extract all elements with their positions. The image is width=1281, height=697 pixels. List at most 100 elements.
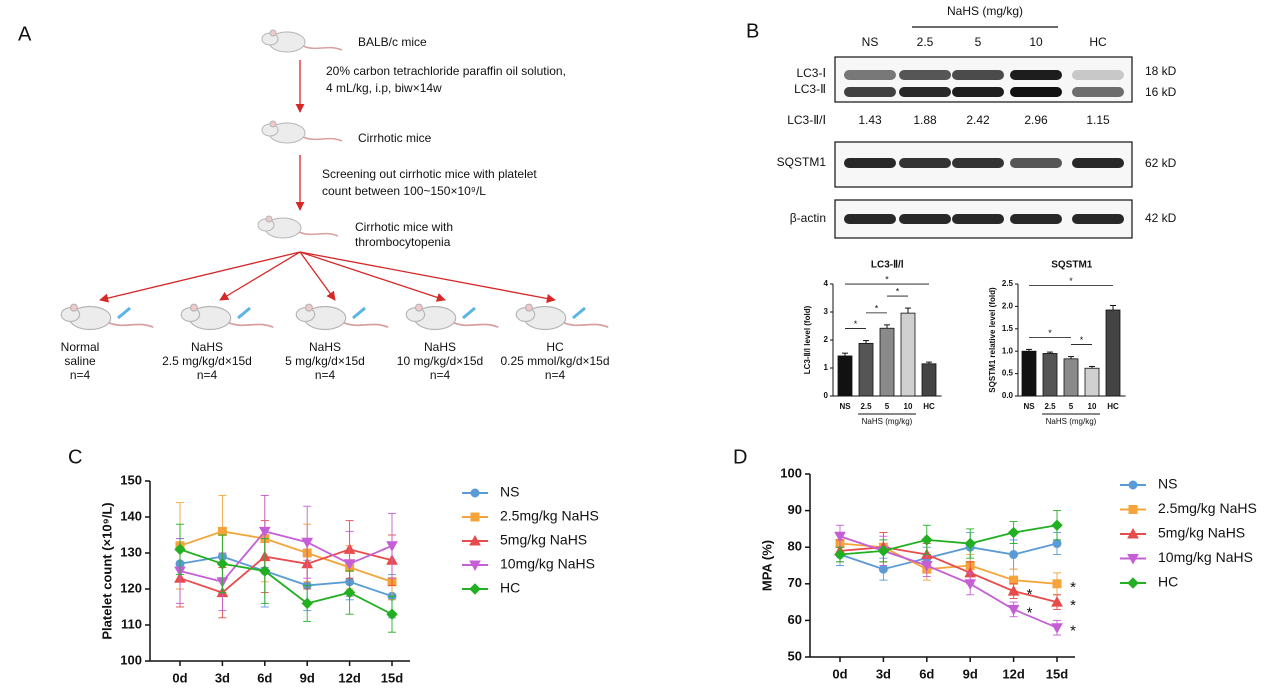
significance-label: * (896, 286, 900, 296)
legend-label: 2.5mg/kg NaHS (500, 508, 599, 524)
blot-band (1072, 87, 1124, 97)
group-label: 5 mg/kg/d×15d (285, 354, 365, 368)
x-tick-label: 15d (1046, 666, 1068, 681)
marker (878, 564, 888, 574)
x-tick-label: NS (839, 402, 851, 411)
bar (1021, 350, 1037, 397)
significance-label: * (885, 274, 889, 284)
marker (877, 545, 890, 557)
mouse-icon (295, 303, 389, 331)
y-tick-label: 0.5 (1002, 369, 1014, 378)
x-tick-label: HC (923, 402, 935, 411)
mouse-ear (414, 303, 423, 312)
group-label: n=4 (545, 368, 566, 382)
y-tick-label: 1.5 (1002, 324, 1014, 333)
syringe (237, 306, 251, 320)
legend-marker (469, 583, 481, 595)
legend-marker (470, 512, 480, 522)
annotation: * (1070, 579, 1076, 596)
x-tick-label: 2.5 (860, 402, 872, 411)
marker (1007, 526, 1020, 539)
marker (216, 558, 229, 570)
marker (1051, 519, 1063, 531)
blot-band (844, 87, 896, 97)
mouse-tail (343, 321, 389, 329)
edge-label: 20% carbon tetrachloride paraffin oil so… (326, 64, 566, 78)
size-label: 16 kD (1145, 85, 1177, 99)
syringe (462, 306, 476, 320)
y-tick-label: 1.0 (1002, 346, 1014, 355)
series-line (839, 535, 1058, 629)
legend-marker (1127, 554, 1139, 565)
significance-label: * (1069, 276, 1073, 286)
blot-band (1072, 214, 1124, 224)
group-label: n=4 (197, 368, 218, 382)
arrow (299, 251, 446, 302)
x-tick-label: HC (1107, 402, 1119, 411)
group-label: NaHS (309, 340, 341, 354)
marker (301, 597, 313, 610)
marker (834, 548, 846, 561)
ratio-label: LC3-Ⅱ/Ⅰ (787, 113, 826, 127)
x-axis-label: NaHS (mg/kg) (1046, 417, 1097, 426)
bar (879, 327, 895, 397)
marker (1052, 539, 1062, 549)
mouse-icon (515, 303, 609, 331)
ratio-value: 2.42 (966, 113, 990, 127)
bar (837, 355, 853, 397)
group-label: NaHS (191, 340, 223, 354)
group-label: Normal (61, 340, 100, 354)
x-tick-label: NS (1023, 402, 1035, 411)
mouse-ear (265, 215, 273, 223)
mouse-ear (304, 303, 313, 312)
annotation: * (1070, 623, 1076, 640)
significance-label: * (1080, 335, 1084, 345)
blot-band (899, 158, 951, 168)
legend-label: 5mg/kg NaHS (500, 532, 587, 548)
arrow (99, 251, 301, 303)
panel-label: C (68, 446, 82, 468)
significance-label: * (1048, 328, 1052, 338)
marker (1007, 585, 1020, 596)
legend-label: NS (500, 484, 519, 500)
bar (1105, 309, 1121, 397)
mouse-tail (228, 321, 274, 329)
marker (921, 534, 933, 546)
marker (1009, 550, 1019, 560)
legend-marker (469, 560, 481, 572)
legend-marker (1127, 527, 1139, 539)
lane-label: HC (1089, 35, 1107, 49)
mouse-ear (269, 120, 277, 128)
panel-label: A (18, 23, 32, 45)
y-tick-label: 100 (120, 652, 142, 667)
group-label: 2.5 mg/kg/d×15d (162, 354, 252, 368)
y-tick-label: 80 (788, 539, 802, 554)
marker (386, 541, 398, 552)
group-label: n=4 (315, 368, 336, 382)
y-tick-label: 3 (824, 307, 829, 316)
arrow (299, 251, 556, 303)
y-tick-label: 0.0 (1002, 391, 1014, 400)
group-label: NaHS (424, 340, 456, 354)
bar (1084, 367, 1100, 397)
bar (858, 342, 874, 397)
series-line (179, 548, 393, 616)
x-tick-label: 10 (904, 402, 913, 411)
row-label: LC3-Ⅱ (794, 82, 826, 96)
series-line (179, 530, 393, 583)
row-label: β-actin (790, 211, 826, 225)
x-tick-label: 5 (885, 402, 890, 411)
blot-band (1072, 158, 1124, 168)
lane-label: 5 (975, 35, 982, 49)
mouse-ear (269, 29, 277, 37)
legend-label: 10mg/kg NaHS (1158, 549, 1253, 565)
lane-label: 10 (1029, 35, 1043, 49)
ratio-value: 1.15 (1086, 113, 1110, 127)
chart-title: LC3-Ⅱ/Ⅰ (871, 260, 904, 271)
x-tick-label: 5 (1069, 402, 1074, 411)
node-label: BALB/c mice (358, 35, 427, 49)
legend-marker (1128, 480, 1138, 490)
y-tick-label: 50 (788, 648, 802, 663)
significance-label: * (854, 319, 858, 329)
y-axis-label: MPA (%) (759, 540, 774, 591)
